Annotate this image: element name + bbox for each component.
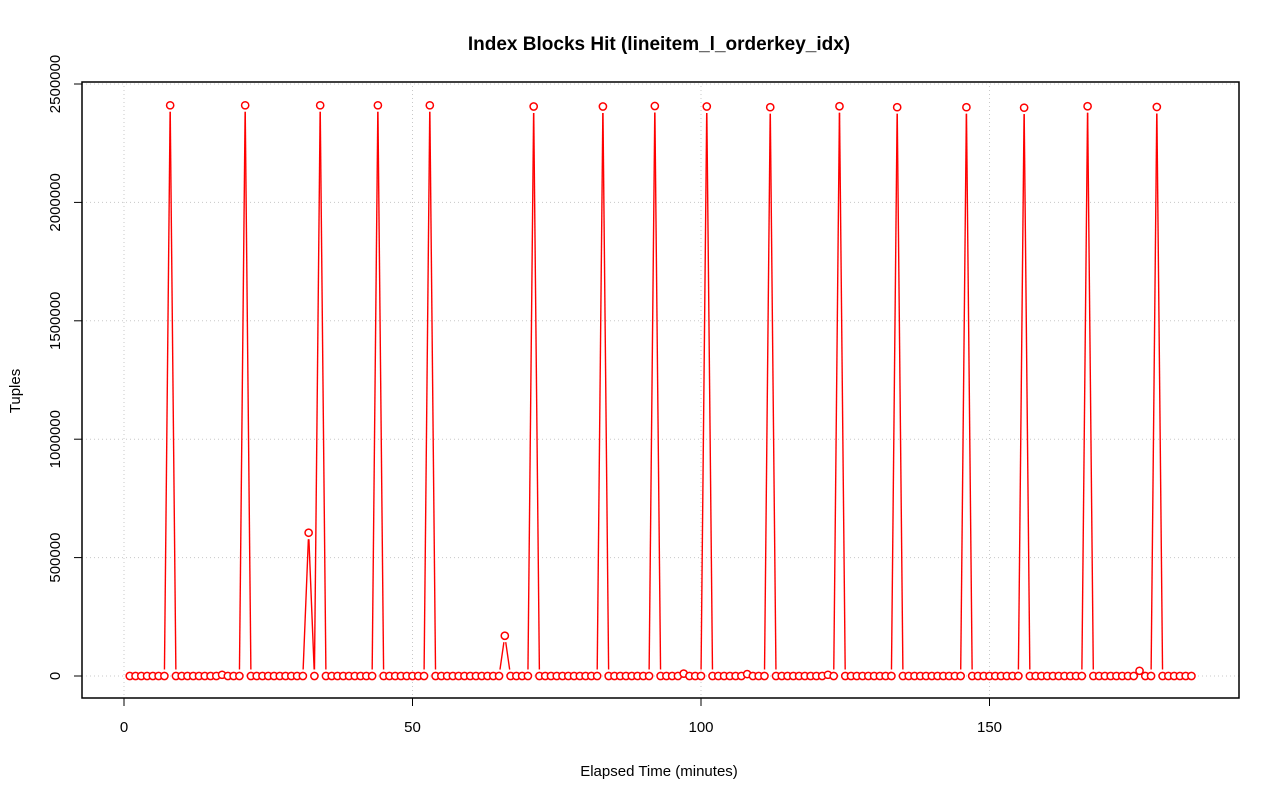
y-tick-label: 2000000 xyxy=(47,173,64,231)
data-point xyxy=(529,102,539,111)
series-line-segment xyxy=(429,111,437,670)
x-tick-label: 150 xyxy=(977,719,1002,736)
x-tick-label: 100 xyxy=(688,719,713,736)
data-point xyxy=(240,100,250,110)
data-point xyxy=(1146,671,1156,681)
data-point xyxy=(835,101,844,111)
data-point xyxy=(956,671,966,681)
series-line-segment xyxy=(238,111,246,670)
series-line-segment xyxy=(527,112,535,670)
series-line-segment xyxy=(596,112,604,670)
data-point xyxy=(702,102,712,111)
axes: 0 50 100 150 0 500000 1000000 1500000 2000000 250… xyxy=(47,55,1240,736)
data-point xyxy=(500,631,510,641)
data-point xyxy=(892,102,902,112)
series-line-segment xyxy=(1150,113,1158,670)
series-line-segment xyxy=(423,111,431,670)
data-point xyxy=(650,101,660,111)
data-point xyxy=(494,671,504,681)
series-line-segment xyxy=(1017,114,1025,670)
data-point xyxy=(696,671,706,681)
x-tick-label: 0 xyxy=(120,719,128,736)
plot-frame xyxy=(81,81,1240,699)
series-line-segment xyxy=(769,113,777,670)
data-point xyxy=(298,671,308,681)
series-line-segment xyxy=(1086,112,1094,670)
grid xyxy=(82,82,1239,698)
series-line-segment xyxy=(371,111,379,670)
data-point xyxy=(373,100,383,110)
data-point xyxy=(1077,671,1087,681)
series-line-segment xyxy=(319,111,327,670)
series-line-segment xyxy=(896,113,904,670)
y-tick-label: 500000 xyxy=(47,533,64,583)
data-point xyxy=(523,671,533,681)
series-line-segment xyxy=(648,112,656,670)
data-point xyxy=(315,100,325,110)
data-point xyxy=(1135,666,1144,676)
data-point xyxy=(425,100,435,110)
data-point xyxy=(367,671,377,681)
series-line-segment xyxy=(302,539,310,670)
data-point xyxy=(765,102,775,112)
data-point xyxy=(1014,671,1023,681)
series-line-segment xyxy=(505,642,511,670)
data-point xyxy=(160,671,169,681)
y-tick-label: 2500000 xyxy=(47,55,64,113)
series-line-segment xyxy=(163,111,171,670)
series-line-segment xyxy=(1156,113,1164,670)
y-tick-label: 1000000 xyxy=(47,410,64,468)
series-line-segment xyxy=(706,112,714,670)
x-tick-label: 50 xyxy=(404,719,421,736)
y-axis-label: Tuples xyxy=(7,369,24,413)
data-point xyxy=(1152,102,1162,112)
series-line-segment xyxy=(1081,112,1089,670)
data-point xyxy=(829,671,839,681)
data-point xyxy=(304,528,313,538)
data-point xyxy=(760,671,769,681)
series-line-segment xyxy=(965,113,973,670)
x-axis-label: Elapsed Time (minutes) xyxy=(580,763,738,780)
y-tick-label: 1500000 xyxy=(47,292,64,350)
data-point xyxy=(1187,671,1196,681)
data-point xyxy=(235,671,244,681)
data-point xyxy=(1129,671,1139,681)
data-point xyxy=(165,100,175,110)
series-line-segment xyxy=(833,112,841,670)
data-point xyxy=(962,102,971,112)
series-line-segment xyxy=(838,112,846,670)
series-line-segment xyxy=(377,111,385,670)
data-point xyxy=(1083,101,1092,111)
series-line-segment xyxy=(700,112,708,670)
series-line-segment xyxy=(533,112,541,670)
data-point xyxy=(419,671,429,681)
series-line-segment xyxy=(654,112,662,670)
series-line-segment xyxy=(602,112,610,670)
series-line-segment xyxy=(763,113,771,670)
series-line-segment xyxy=(244,111,252,670)
series-line-segment xyxy=(169,111,177,670)
data-point xyxy=(598,102,608,111)
data-point xyxy=(887,671,896,681)
data-point xyxy=(1019,103,1029,113)
data-point xyxy=(644,671,654,681)
series xyxy=(125,100,1196,681)
chart-title: Index Blocks Hit (lineitem_l_orderkey_id… xyxy=(468,34,850,55)
series-line-segment xyxy=(308,539,315,670)
series-line-segment xyxy=(499,642,505,670)
series-line-segment xyxy=(890,113,898,670)
y-tick-label: 0 xyxy=(47,672,64,680)
data-point xyxy=(592,671,602,681)
series-line-segment xyxy=(313,111,321,670)
series-line-segment xyxy=(960,113,968,670)
series-line-segment xyxy=(1023,114,1031,670)
data-point xyxy=(310,671,319,681)
